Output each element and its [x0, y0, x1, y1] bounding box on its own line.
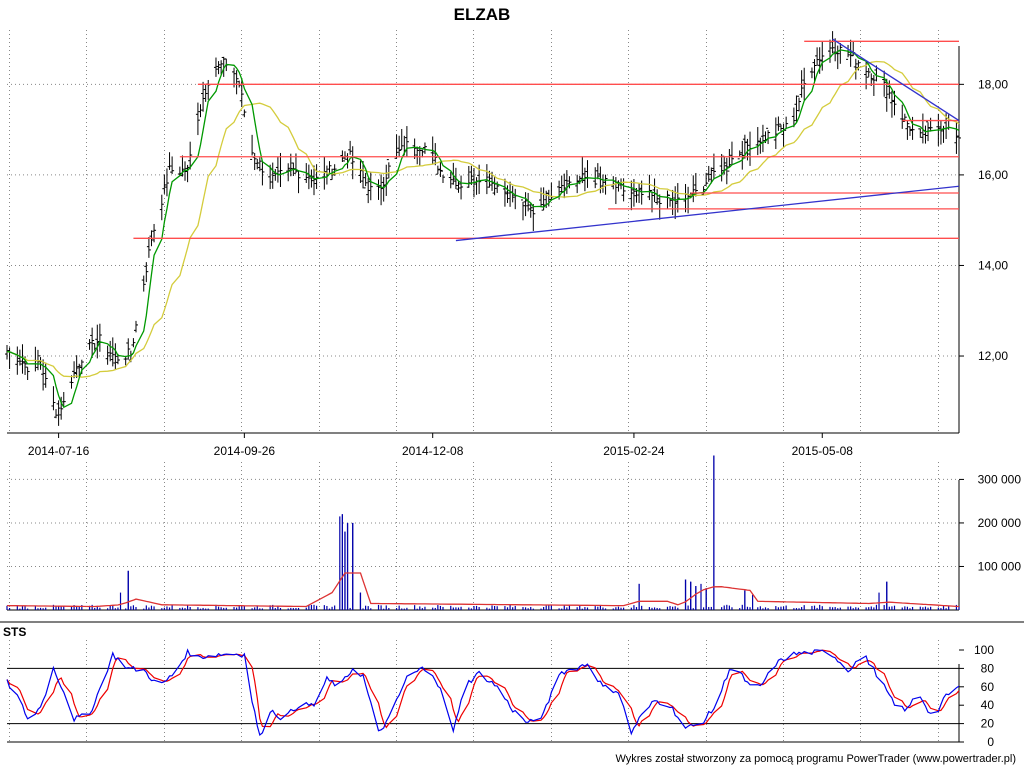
y-tick-label: 0 — [987, 735, 994, 749]
panel-frames — [0, 46, 1024, 743]
oscillator-k-line — [6, 648, 960, 737]
y-tick-label: 100 — [974, 643, 994, 657]
volume-panel — [6, 455, 960, 610]
y-tick-label: 20 — [981, 717, 995, 731]
axes: 2014-07-16 2014-09-26 2014-12-08 2015-02-24… — [28, 77, 1021, 749]
x-tick-label: 2014-12-08 — [402, 444, 464, 458]
moving-average-short — [6, 49, 960, 409]
y-tick-label: 300 000 — [978, 472, 1022, 486]
y-tick-label: 14,00 — [978, 258, 1008, 272]
y-tick-label: 100 000 — [978, 559, 1022, 573]
oscillator-d-line — [6, 649, 960, 729]
grid — [7, 30, 959, 742]
chart-title: ELZAB — [454, 5, 511, 24]
trendline — [455, 185, 960, 242]
oscillator-title: STS — [3, 625, 26, 639]
moving-average-long — [6, 60, 960, 378]
y-tick-label: 60 — [981, 680, 995, 694]
x-tick-label: 2015-05-08 — [792, 444, 854, 458]
y-tick-label: 80 — [981, 661, 995, 675]
y-tick-label: 18,00 — [978, 77, 1008, 91]
x-tick-label: 2015-02-24 — [603, 444, 665, 458]
y-tick-label: 200 000 — [978, 516, 1022, 530]
y-tick-label: 40 — [981, 698, 995, 712]
x-tick-label: 2014-09-26 — [214, 444, 276, 458]
y-tick-label: 16,00 — [978, 168, 1008, 182]
y-tick-label: 12,00 — [978, 349, 1008, 363]
price-panel — [5, 31, 961, 426]
trendline — [832, 38, 960, 122]
footer-credit: Wykres został stworzony za pomocą progra… — [615, 753, 1016, 765]
oscillator-panel — [6, 648, 960, 737]
x-tick-label: 2014-07-16 — [28, 444, 90, 458]
volume-average-line — [6, 572, 960, 608]
